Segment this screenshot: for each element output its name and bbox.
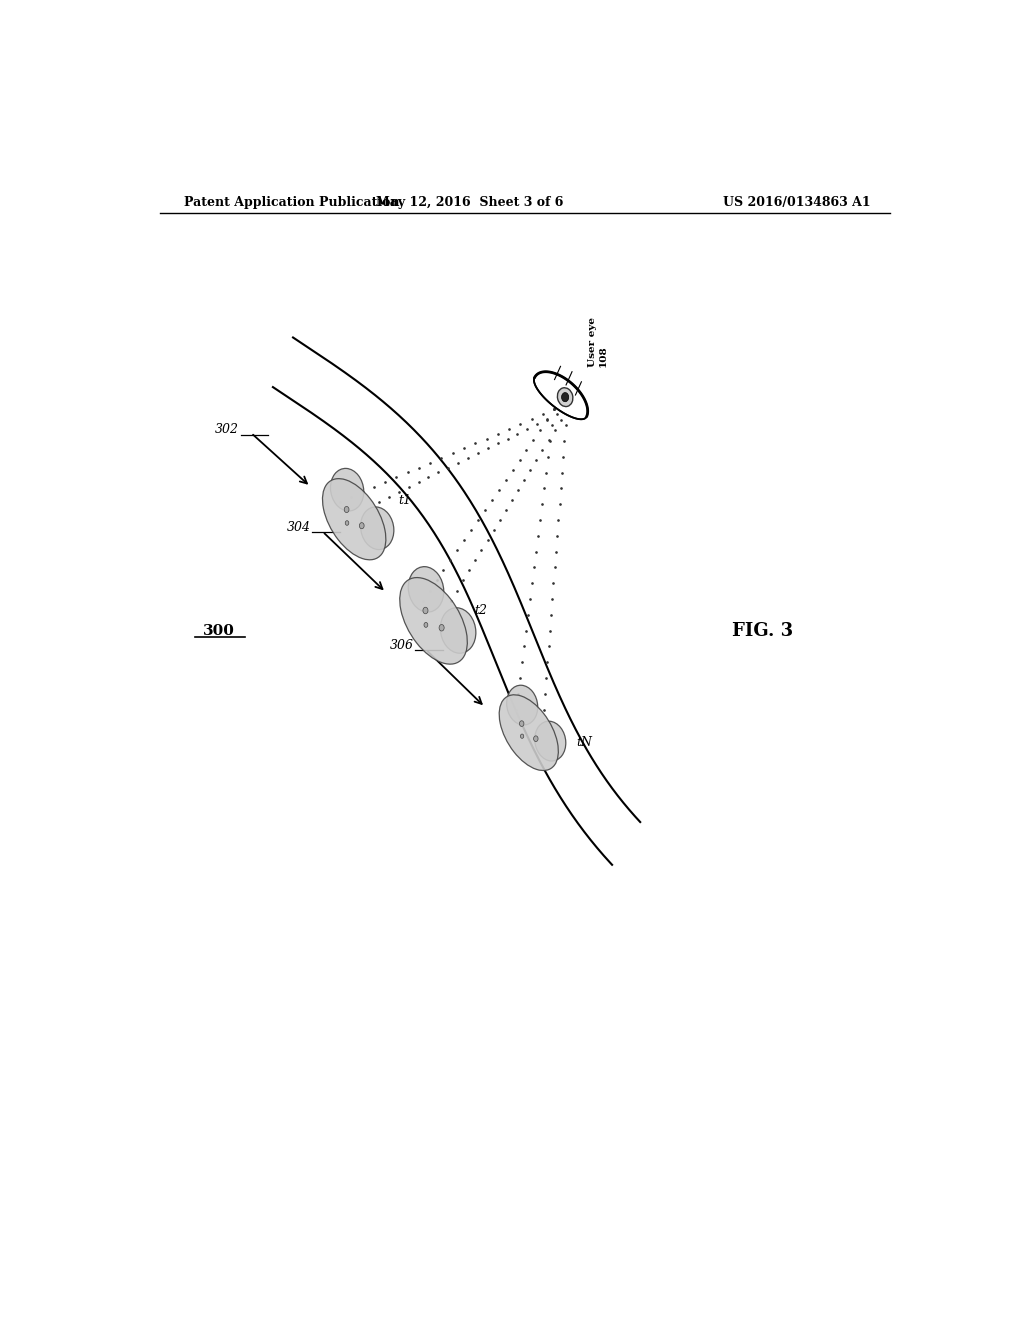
- Ellipse shape: [519, 721, 524, 726]
- Ellipse shape: [323, 479, 386, 560]
- Ellipse shape: [439, 624, 444, 631]
- Text: User eye: User eye: [588, 317, 597, 367]
- Ellipse shape: [359, 523, 365, 529]
- Polygon shape: [534, 372, 588, 420]
- Text: t1: t1: [397, 495, 411, 507]
- Text: 300: 300: [204, 624, 236, 638]
- Ellipse shape: [344, 507, 349, 512]
- Ellipse shape: [360, 507, 394, 549]
- Ellipse shape: [561, 392, 568, 401]
- Text: 108: 108: [599, 345, 607, 367]
- Ellipse shape: [424, 623, 428, 627]
- Text: 304: 304: [287, 521, 310, 533]
- Ellipse shape: [507, 685, 538, 725]
- Ellipse shape: [557, 388, 572, 407]
- Ellipse shape: [499, 694, 558, 771]
- Ellipse shape: [440, 607, 476, 653]
- Ellipse shape: [345, 520, 349, 525]
- Ellipse shape: [520, 734, 523, 738]
- Text: May 12, 2016  Sheet 3 of 6: May 12, 2016 Sheet 3 of 6: [376, 195, 563, 209]
- Text: 306: 306: [390, 639, 414, 652]
- Text: FIG. 3: FIG. 3: [732, 622, 794, 640]
- Text: t2: t2: [475, 605, 487, 618]
- Text: US 2016/0134863 A1: US 2016/0134863 A1: [723, 195, 870, 209]
- Ellipse shape: [535, 721, 566, 762]
- Text: 302: 302: [215, 424, 239, 437]
- Text: tN: tN: [577, 737, 592, 750]
- Ellipse shape: [409, 566, 443, 612]
- Ellipse shape: [331, 469, 364, 511]
- Ellipse shape: [534, 735, 538, 742]
- Ellipse shape: [423, 607, 428, 614]
- Text: Patent Application Publication: Patent Application Publication: [183, 195, 399, 209]
- Ellipse shape: [399, 578, 467, 664]
